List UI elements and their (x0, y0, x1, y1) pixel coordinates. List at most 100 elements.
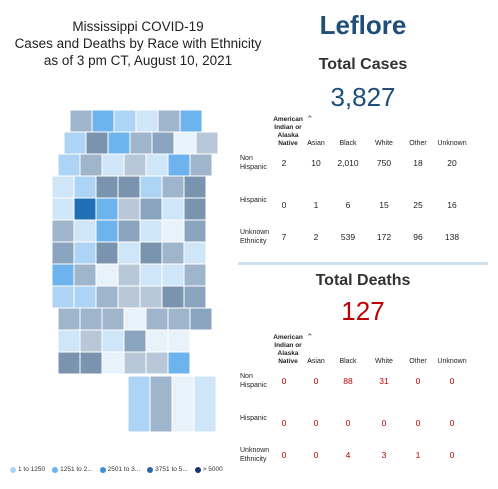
county-shape[interactable] (73, 241, 97, 265)
county-shape[interactable] (101, 351, 125, 375)
county-shape[interactable] (171, 375, 195, 433)
county-shape[interactable] (139, 175, 163, 199)
county-shape[interactable] (79, 351, 103, 375)
county-shape[interactable] (135, 109, 159, 133)
deaths-scroll-down-icon[interactable]: ⌄ (306, 354, 314, 364)
county-shape[interactable] (193, 375, 217, 433)
county-shape[interactable] (139, 219, 163, 243)
county-shape[interactable] (117, 219, 141, 243)
county-shape[interactable] (189, 153, 213, 177)
county-shape[interactable] (123, 307, 147, 331)
legend-item-2[interactable]: 1251 to 2... (52, 466, 93, 473)
legend-item-3[interactable]: 2501 to 3... (99, 466, 140, 473)
county-shape[interactable] (139, 241, 163, 265)
county-shape[interactable] (57, 351, 81, 375)
county-shape[interactable] (79, 307, 103, 331)
county-shape[interactable] (145, 307, 169, 331)
county-shape[interactable] (101, 307, 125, 331)
county-shape[interactable] (161, 285, 185, 309)
county-shape[interactable] (73, 263, 97, 287)
cases-scroll-down-icon[interactable]: ⌄ (306, 136, 314, 146)
legend-item-5[interactable]: > 5000 (194, 466, 223, 473)
county-shape[interactable] (139, 197, 163, 221)
county-shape[interactable] (145, 329, 169, 353)
county-shape[interactable] (63, 131, 87, 155)
county-shape[interactable] (179, 109, 203, 133)
county-shape[interactable] (123, 329, 147, 353)
legend-item-1[interactable]: 1 to 1250 (10, 466, 45, 473)
county-shape[interactable] (51, 285, 75, 309)
county-shape[interactable] (189, 307, 213, 331)
county-shape[interactable] (51, 263, 75, 287)
county-shape[interactable] (95, 219, 119, 243)
county-shape[interactable] (107, 131, 131, 155)
county-shape[interactable] (95, 175, 119, 199)
county-shape[interactable] (113, 109, 137, 133)
county-shape[interactable] (183, 197, 207, 221)
county-shape[interactable] (157, 109, 181, 133)
county-shape[interactable] (183, 219, 207, 243)
county-shape[interactable] (183, 285, 207, 309)
county-shape[interactable] (51, 241, 75, 265)
county-shape[interactable] (101, 329, 125, 353)
county-shape[interactable] (167, 307, 191, 331)
county-shape[interactable] (73, 285, 97, 309)
county-shape[interactable] (145, 153, 169, 177)
legend-item-4[interactable]: 3751 to 5... (147, 466, 188, 473)
deaths-scroll-up-icon[interactable]: ⌃ (306, 332, 314, 342)
county-shape[interactable] (173, 131, 197, 155)
county-shape[interactable] (123, 153, 147, 177)
county-shape[interactable] (149, 375, 173, 433)
county-name: Leflore (319, 10, 407, 40)
county-shape[interactable] (91, 109, 115, 133)
county-shape[interactable] (95, 263, 119, 287)
deaths-row-label-2: Unknown Ethnicity (240, 447, 270, 463)
county-shape[interactable] (129, 131, 153, 155)
county-shape[interactable] (95, 241, 119, 265)
county-shape[interactable] (139, 285, 163, 309)
county-shape[interactable] (127, 375, 151, 433)
county-shape[interactable] (123, 351, 147, 375)
county-shape[interactable] (79, 153, 103, 177)
county-shape[interactable] (95, 197, 119, 221)
county-shape[interactable] (161, 197, 185, 221)
county-shape[interactable] (69, 109, 93, 133)
county-shape[interactable] (73, 219, 97, 243)
county-shape[interactable] (117, 197, 141, 221)
county-shape[interactable] (195, 131, 219, 155)
county-shape[interactable] (161, 219, 185, 243)
deaths-cell-0-5: 0 (449, 376, 455, 386)
county-shape[interactable] (117, 263, 141, 287)
county-shape[interactable] (139, 263, 163, 287)
county-shape[interactable] (167, 351, 191, 375)
county-shape[interactable] (51, 219, 75, 243)
cases-scroll-up-icon[interactable]: ⌃ (306, 114, 314, 124)
county-shape[interactable] (95, 285, 119, 309)
county-shape[interactable] (161, 175, 185, 199)
county-shape[interactable] (85, 131, 109, 155)
county-shape[interactable] (51, 175, 75, 199)
county-shape[interactable] (117, 175, 141, 199)
cases-cell-2-3: 172 (376, 232, 392, 242)
county-shape[interactable] (151, 131, 175, 155)
county-shape[interactable] (73, 197, 97, 221)
county-shape[interactable] (183, 241, 207, 265)
county-shape[interactable] (101, 153, 125, 177)
county-shape[interactable] (145, 351, 169, 375)
county-shape[interactable] (57, 307, 81, 331)
county-shape[interactable] (57, 329, 81, 353)
county-shape[interactable] (57, 153, 81, 177)
county-shape[interactable] (51, 197, 75, 221)
county-shape[interactable] (73, 175, 97, 199)
mississippi-county-map[interactable] (18, 108, 223, 460)
section-divider (238, 262, 488, 265)
county-shape[interactable] (79, 329, 103, 353)
county-shape[interactable] (183, 175, 207, 199)
county-shape[interactable] (167, 329, 191, 353)
county-shape[interactable] (117, 241, 141, 265)
county-shape[interactable] (161, 263, 185, 287)
county-shape[interactable] (117, 285, 141, 309)
county-shape[interactable] (183, 263, 207, 287)
county-shape[interactable] (167, 153, 191, 177)
county-shape[interactable] (161, 241, 185, 265)
